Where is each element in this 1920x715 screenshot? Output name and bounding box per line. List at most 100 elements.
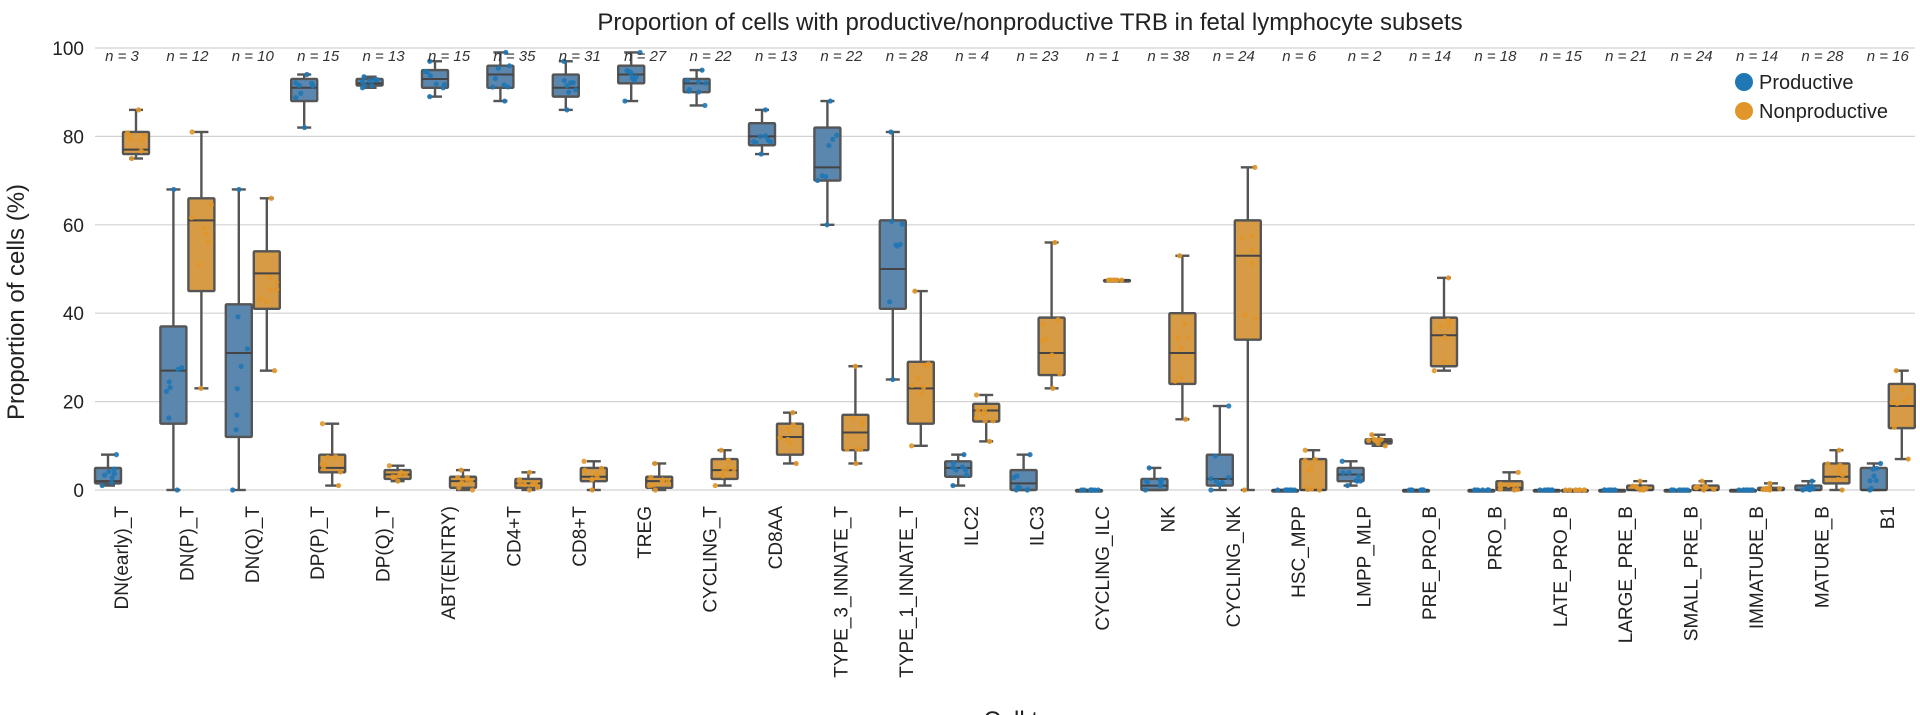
nonproductive-box bbox=[1887, 368, 1917, 462]
n-label: n = 28 bbox=[886, 48, 929, 65]
data-point bbox=[1144, 479, 1151, 485]
n-label: n = 12 bbox=[166, 48, 209, 65]
category-label: CD8AA bbox=[766, 506, 787, 570]
data-point bbox=[852, 363, 858, 369]
data-point bbox=[1182, 321, 1188, 327]
data-point bbox=[163, 388, 170, 394]
data-point bbox=[648, 474, 654, 480]
data-point bbox=[696, 89, 702, 95]
data-point bbox=[824, 222, 830, 228]
nonproductive-box bbox=[1102, 277, 1132, 283]
data-point bbox=[1836, 447, 1842, 453]
category-label: LMPP_MLP bbox=[1355, 506, 1376, 607]
y-tick-label: 80 bbox=[63, 127, 84, 148]
data-point bbox=[1219, 480, 1225, 486]
nonproductive-box bbox=[1429, 275, 1459, 374]
data-point bbox=[230, 487, 236, 493]
data-point bbox=[830, 136, 836, 142]
data-point bbox=[593, 470, 600, 477]
n-label: n = 2 bbox=[1348, 48, 1382, 65]
nonproductive-box bbox=[448, 467, 478, 493]
data-point bbox=[922, 362, 929, 368]
data-point bbox=[1878, 460, 1884, 467]
data-point bbox=[234, 386, 240, 392]
data-point bbox=[1212, 453, 1218, 459]
data-point bbox=[526, 487, 533, 493]
data-point bbox=[696, 79, 702, 85]
nonproductive-box bbox=[1364, 432, 1393, 449]
data-point bbox=[267, 274, 273, 280]
data-point bbox=[1839, 472, 1846, 478]
data-point bbox=[1562, 487, 1569, 493]
data-point bbox=[1302, 447, 1308, 453]
data-point bbox=[506, 63, 513, 69]
n-label: n = 10 bbox=[232, 48, 275, 65]
data-point bbox=[127, 136, 134, 142]
data-point bbox=[1044, 336, 1050, 342]
data-point bbox=[111, 466, 117, 472]
data-point bbox=[1088, 487, 1095, 493]
productive-box bbox=[878, 129, 907, 383]
data-point bbox=[758, 151, 764, 157]
data-point bbox=[369, 82, 375, 89]
data-point bbox=[561, 77, 567, 84]
nonproductive-box bbox=[775, 410, 805, 467]
data-point bbox=[189, 129, 195, 135]
category-label: DN(Q)_T bbox=[243, 506, 264, 583]
category-label: TYPE_1_INNATE_T bbox=[897, 506, 918, 678]
data-point bbox=[975, 407, 981, 413]
data-point bbox=[1252, 164, 1258, 170]
data-point bbox=[1287, 487, 1293, 493]
y-tick-label: 0 bbox=[73, 481, 84, 502]
data-point bbox=[1346, 470, 1352, 476]
box bbox=[224, 303, 254, 439]
data-point bbox=[1241, 487, 1248, 493]
legend-nonproductive-label: Nonproductive bbox=[1759, 101, 1888, 123]
data-point bbox=[271, 368, 278, 374]
data-point bbox=[564, 107, 570, 113]
data-point bbox=[1306, 467, 1312, 473]
nonproductive-box bbox=[906, 288, 935, 449]
box bbox=[1037, 316, 1066, 377]
data-point bbox=[622, 98, 628, 104]
data-point bbox=[725, 457, 732, 463]
data-point bbox=[819, 173, 825, 179]
data-point bbox=[1186, 334, 1192, 340]
n-label: n = 28 bbox=[1801, 48, 1844, 65]
data-point bbox=[1445, 275, 1452, 281]
n-label: n = 24 bbox=[1213, 48, 1255, 65]
data-point bbox=[1899, 387, 1906, 393]
category-label: PRE_PRO_B bbox=[1420, 506, 1441, 620]
data-point bbox=[850, 415, 856, 421]
data-point bbox=[1283, 487, 1289, 493]
data-point bbox=[627, 69, 633, 75]
data-point bbox=[320, 465, 327, 472]
data-point bbox=[201, 225, 207, 231]
data-point bbox=[502, 98, 508, 104]
data-point bbox=[785, 426, 791, 432]
data-point bbox=[1252, 315, 1259, 322]
data-point bbox=[1766, 485, 1772, 491]
data-point bbox=[598, 465, 605, 471]
grid-lines bbox=[95, 47, 1915, 491]
category-label: SMALL_PRE_B bbox=[1682, 506, 1703, 641]
data-point bbox=[332, 453, 339, 460]
data-point bbox=[1275, 487, 1281, 493]
data-point bbox=[372, 76, 378, 83]
data-point bbox=[402, 471, 408, 477]
box bbox=[159, 325, 188, 425]
data-point bbox=[1312, 456, 1318, 463]
data-point bbox=[702, 102, 708, 109]
data-point bbox=[1226, 403, 1232, 409]
data-point bbox=[1095, 487, 1101, 493]
data-point bbox=[274, 286, 280, 293]
data-point bbox=[703, 80, 709, 86]
data-point bbox=[909, 443, 915, 449]
data-point bbox=[1172, 378, 1178, 384]
data-point bbox=[517, 481, 523, 487]
data-point bbox=[234, 412, 240, 418]
data-point bbox=[1052, 239, 1058, 246]
productive-box bbox=[1401, 487, 1431, 493]
data-point bbox=[980, 411, 986, 417]
nonproductive-box bbox=[1495, 469, 1524, 493]
